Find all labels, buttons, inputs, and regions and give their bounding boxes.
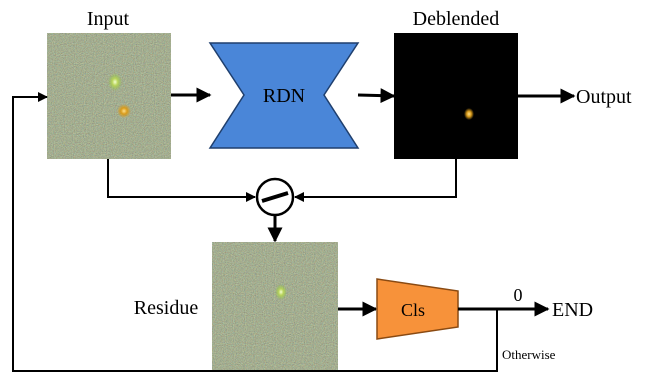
input-source-upper bbox=[108, 73, 122, 91]
deblended-image bbox=[394, 33, 518, 159]
rdn-label: RDN bbox=[263, 85, 305, 107]
line-otherwise-feedback bbox=[12, 92, 498, 372]
subtract-operator bbox=[255, 177, 295, 217]
branch-zero-label: 0 bbox=[514, 285, 523, 305]
input-source-lower bbox=[117, 104, 131, 118]
line-deblended-to-subtract bbox=[294, 159, 457, 202]
input-image bbox=[47, 33, 171, 159]
minus-icon bbox=[261, 191, 289, 203]
output-label: Output bbox=[576, 86, 632, 108]
end-label: END bbox=[552, 299, 593, 321]
residue-source bbox=[275, 284, 287, 300]
otherwise-label: Otherwise bbox=[502, 347, 556, 362]
deblended-label: Deblended bbox=[413, 8, 500, 30]
line-input-to-subtract bbox=[107, 159, 256, 202]
rdn-block: RDN bbox=[208, 42, 360, 149]
arrow-rdn-to-deblended bbox=[357, 88, 396, 104]
residue-label: Residue bbox=[134, 297, 199, 319]
input-label: Input bbox=[87, 8, 130, 30]
deblended-source bbox=[464, 108, 474, 120]
cls-block: Cls bbox=[376, 278, 459, 340]
residue-image bbox=[212, 242, 338, 370]
cls-label: Cls bbox=[401, 300, 425, 320]
